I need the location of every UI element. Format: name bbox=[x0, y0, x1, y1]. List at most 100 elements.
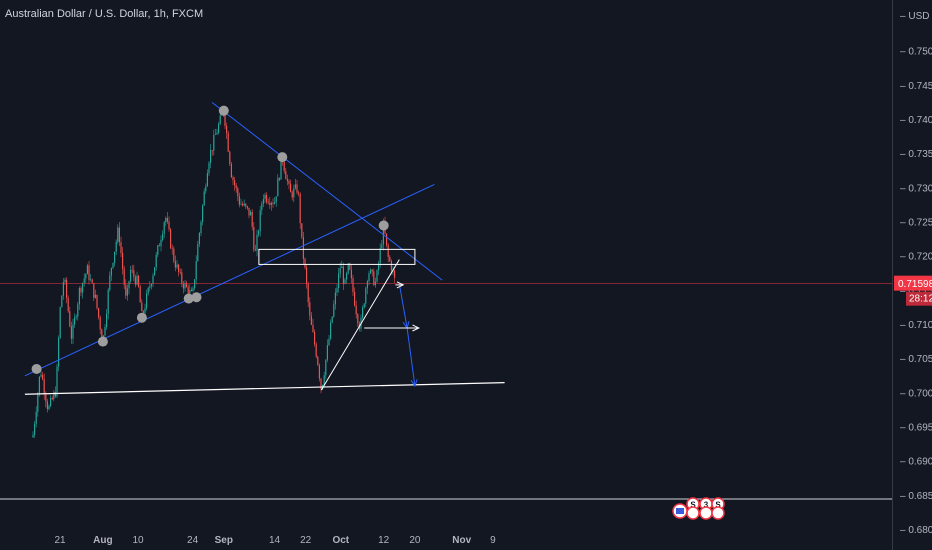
pivot-marker[interactable] bbox=[218, 105, 229, 116]
candle-body bbox=[250, 211, 252, 216]
pivot-marker[interactable] bbox=[183, 293, 194, 304]
pivot-marker[interactable] bbox=[378, 220, 389, 231]
candle-body bbox=[64, 279, 66, 283]
candle-body bbox=[35, 411, 37, 424]
candle-body bbox=[80, 288, 82, 293]
candle-body bbox=[266, 194, 268, 202]
candle-body bbox=[370, 269, 372, 274]
candle-body bbox=[333, 304, 335, 317]
trendline[interactable] bbox=[24, 184, 435, 377]
projection-arrow[interactable] bbox=[398, 283, 408, 329]
candle-body bbox=[245, 203, 247, 207]
candle-body bbox=[331, 316, 333, 323]
candle-body bbox=[306, 267, 308, 284]
level-arrow-head bbox=[396, 281, 405, 289]
candle-body bbox=[294, 184, 296, 189]
price-tick-label: – 0.71500 bbox=[900, 286, 932, 297]
candle-body bbox=[278, 178, 280, 180]
candle-body bbox=[243, 203, 245, 206]
time-tick-label: 24 bbox=[187, 535, 199, 546]
candle-body bbox=[173, 248, 175, 262]
price-tick-label: – 0.71000 bbox=[900, 320, 932, 331]
candle-body bbox=[174, 261, 176, 268]
candle-body bbox=[355, 305, 357, 315]
candle-body bbox=[373, 271, 375, 286]
candle-body bbox=[280, 158, 282, 180]
current-price-tag[interactable] bbox=[894, 275, 932, 291]
pivot-marker[interactable] bbox=[191, 292, 202, 303]
time-tick-label: Oct bbox=[332, 535, 349, 546]
candle-body bbox=[309, 302, 311, 316]
candle-body bbox=[82, 282, 84, 293]
candle-body bbox=[219, 115, 221, 125]
candle-body bbox=[232, 177, 234, 181]
candle-body bbox=[315, 344, 317, 357]
candle-body bbox=[352, 278, 354, 292]
candle-body bbox=[50, 397, 52, 406]
candle-body bbox=[275, 196, 277, 203]
candle-body bbox=[350, 269, 352, 279]
resistance-zone[interactable] bbox=[258, 248, 416, 265]
candle-body bbox=[48, 405, 50, 410]
candle-body bbox=[118, 227, 120, 243]
bar-countdown-tag bbox=[906, 291, 932, 306]
candle-body bbox=[211, 150, 213, 151]
candle-body bbox=[115, 241, 117, 252]
candle-body bbox=[312, 324, 314, 333]
candle-body bbox=[178, 264, 180, 273]
drawings-layer[interactable] bbox=[0, 102, 892, 395]
candle-body bbox=[182, 283, 184, 289]
candle-body bbox=[186, 283, 188, 288]
candle-body bbox=[170, 229, 172, 249]
flag-icon-stripe bbox=[676, 508, 684, 514]
current-price-value: 0.71598 bbox=[898, 279, 932, 290]
price-axis[interactable]: – USD – 0.75000 – 0.74500 – 0.74000 – 0.7350… bbox=[894, 11, 932, 536]
event-badge-stack[interactable] bbox=[699, 506, 713, 520]
candle-body bbox=[78, 288, 80, 305]
candle-body bbox=[45, 393, 47, 402]
pivot-marker[interactable] bbox=[97, 336, 108, 347]
candle-body bbox=[134, 276, 136, 285]
candle-body bbox=[240, 203, 242, 205]
pivot-marker[interactable] bbox=[136, 312, 147, 323]
candle-body bbox=[141, 302, 143, 312]
price-tick-label: – 0.69000 bbox=[900, 457, 932, 468]
candle-body bbox=[160, 239, 162, 247]
price-tick-label: – 0.68500 bbox=[900, 491, 932, 502]
candle-body bbox=[254, 249, 256, 251]
event-badge-stack[interactable] bbox=[686, 506, 700, 520]
projection-arrow[interactable] bbox=[406, 327, 416, 387]
price-tick-label: – 0.69500 bbox=[900, 423, 932, 434]
symbol-legend[interactable]: Australian Dollar / U.S. Dollar, 1h, FXC… bbox=[5, 8, 203, 20]
price-tick-label: – 0.74000 bbox=[900, 115, 932, 126]
candle-body bbox=[259, 210, 261, 232]
candle-body bbox=[120, 242, 122, 253]
trendline[interactable] bbox=[24, 382, 505, 395]
candle-body bbox=[98, 308, 100, 318]
candle-body bbox=[213, 134, 215, 151]
trendline[interactable] bbox=[320, 259, 400, 391]
candle-body bbox=[291, 192, 293, 198]
candle-body bbox=[51, 397, 53, 400]
candle-body bbox=[85, 274, 87, 279]
pivot-marker[interactable] bbox=[277, 152, 288, 163]
candle-body bbox=[272, 202, 274, 204]
candle-body bbox=[339, 267, 341, 274]
symbol-exchange: FXCM bbox=[171, 8, 204, 20]
trendline[interactable] bbox=[211, 102, 443, 281]
pivot-marker[interactable] bbox=[31, 363, 42, 374]
candle-body bbox=[93, 282, 95, 298]
candle-body bbox=[270, 202, 272, 205]
candle-body bbox=[202, 205, 204, 222]
time-axis[interactable]: 21 Aug 10 24 Sep 14 22 Oct 12 20 Nov 9 bbox=[54, 535, 496, 546]
event-badge-stack[interactable] bbox=[711, 506, 725, 520]
candle-body bbox=[214, 134, 216, 136]
candle-body bbox=[91, 279, 93, 283]
candle-body bbox=[226, 125, 228, 134]
price-tick-label: – 0.70000 bbox=[900, 388, 932, 399]
candle-body bbox=[323, 375, 325, 385]
candle-body bbox=[363, 303, 365, 308]
